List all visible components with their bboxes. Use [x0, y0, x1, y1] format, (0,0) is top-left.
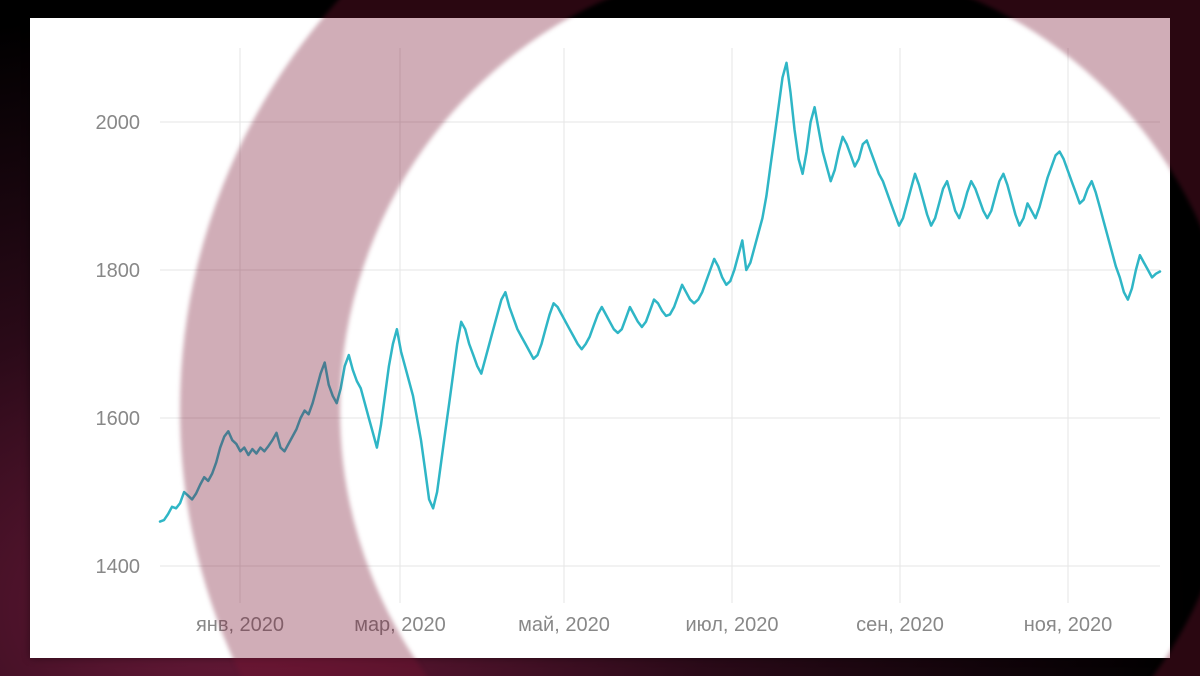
x-tick-label: май, 2020: [518, 614, 610, 636]
price-series-line: [160, 63, 1160, 522]
background-frame: 1400 1600 1800 2000 янв, 2020 мар, 2020 май, 2…: [0, 0, 1200, 676]
x-tick-label: сен, 2020: [856, 614, 944, 636]
x-tick-label: июл, 2020: [685, 614, 778, 636]
y-tick-label: 2000: [96, 112, 141, 134]
y-tick-label: 1600: [96, 408, 141, 430]
line-chart: 1400 1600 1800 2000 янв, 2020 мар, 2020 май, 2…: [30, 18, 1170, 658]
x-tick-label: янв, 2020: [196, 614, 284, 636]
y-tick-label: 1400: [96, 556, 141, 578]
y-tick-label: 1800: [96, 260, 141, 282]
chart-card: 1400 1600 1800 2000 янв, 2020 мар, 2020 май, 2…: [30, 18, 1170, 658]
x-tick-label: ноя, 2020: [1024, 614, 1113, 636]
x-tick-label: мар, 2020: [354, 614, 446, 636]
